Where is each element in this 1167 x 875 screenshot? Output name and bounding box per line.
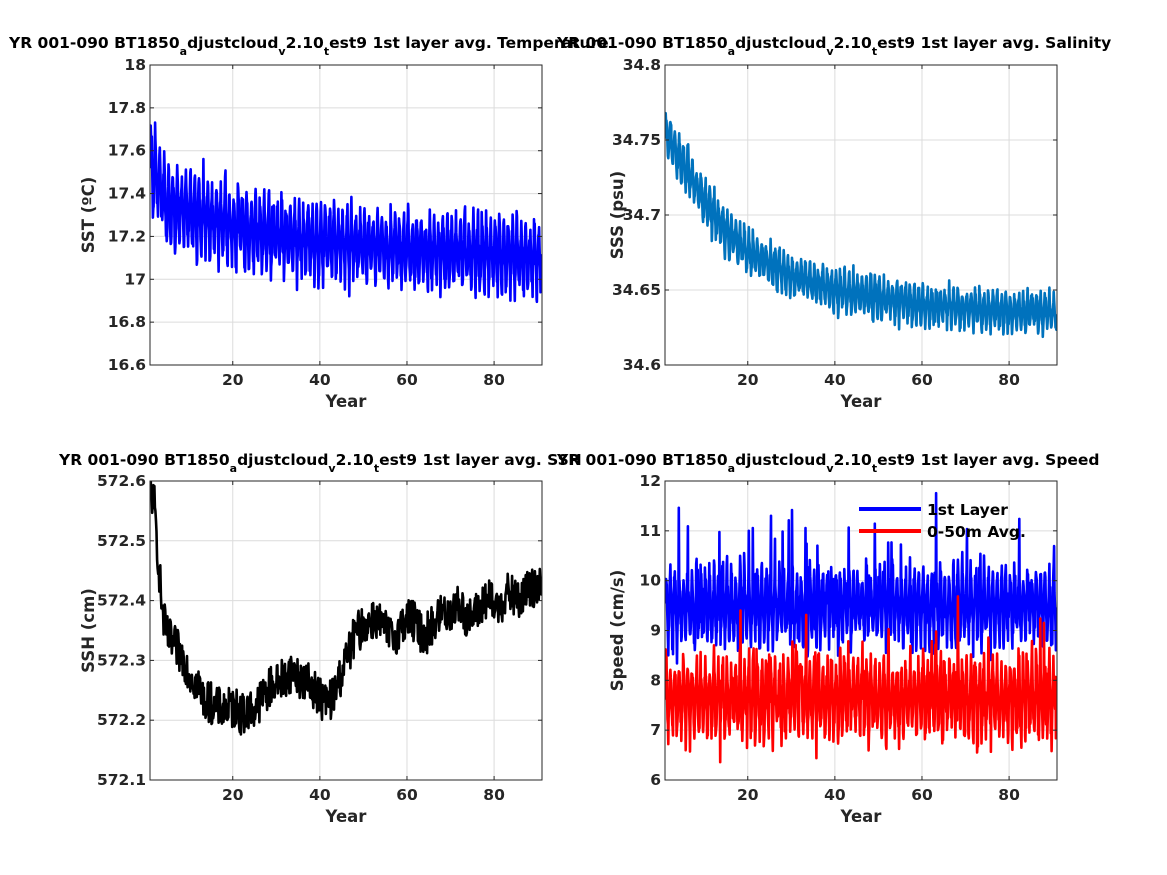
axes-box (149, 64, 543, 366)
plot-area (150, 481, 542, 780)
y-tick-label: 34.8 (623, 56, 661, 74)
y-tick-label: 16.8 (108, 313, 146, 331)
legend: 1st Layer 0-50m Avg. (859, 501, 1026, 541)
chart-panel-1: 20 40 60 80 16.6 16.8 17 17.2 17.4 17.6 17.8 18 Year… (8, 34, 609, 411)
x-tick-label: 80 (483, 371, 505, 389)
x-tick-label: 40 (824, 786, 846, 804)
y-axis-label: SSH (cm) (79, 588, 98, 673)
x-tick-label: 80 (998, 786, 1020, 804)
chart-title: YR 001-090 BT1850adjustcloudv2.10test9 1… (58, 451, 582, 475)
x-tick-label: 40 (309, 371, 331, 389)
series-line-1 (665, 491, 1057, 665)
y-tick-label: 34.65 (612, 281, 661, 299)
chart-panel-3: 20 40 60 80 572.1 572.2 572.3 572.4 572.5 572.6 Ye… (58, 451, 582, 826)
y-tick-label: 34.75 (612, 131, 661, 149)
chart-panel-2: 20 40 60 80 34.6 34.65 34.7 34.75 34.8 Year SSS (p… (556, 34, 1111, 411)
y-tick-label: 17 (124, 270, 146, 288)
y-tick-label: 17.2 (108, 227, 146, 245)
x-tick-label: 20 (737, 786, 759, 804)
x-tick-label: 20 (222, 371, 244, 389)
x-tick-label: 60 (396, 786, 418, 804)
y-axis-label: SSS (psu) (608, 171, 627, 259)
x-tick-label: 40 (824, 371, 846, 389)
y-tick-label: 572.3 (97, 651, 146, 669)
legend-label: 1st Layer (927, 501, 1008, 519)
x-tick-label: 40 (309, 786, 331, 804)
y-tick-label: 17.4 (108, 185, 146, 203)
x-axis-label: Year (840, 807, 883, 826)
y-tick-label: 17.6 (108, 142, 146, 160)
x-tick-label: 60 (911, 786, 933, 804)
chart-title: YR 001-090 BT1850adjustcloudv2.10test9 1… (556, 451, 1100, 475)
y-tick-label: 11 (639, 522, 661, 540)
chart-title: YR 001-090 BT1850adjustcloudv2.10test9 1… (8, 34, 609, 58)
y-tick-label: 572.4 (97, 592, 146, 610)
y-tick-label: 572.2 (97, 711, 146, 729)
x-tick-label: 60 (911, 371, 933, 389)
y-tick-label: 12 (639, 472, 661, 490)
x-axis-label: Year (325, 807, 368, 826)
legend-label: 0-50m Avg. (927, 523, 1026, 541)
series-line-1 (665, 111, 1057, 339)
y-axis-label: SST (ºC) (79, 177, 98, 254)
y-tick-label: 17.8 (108, 99, 146, 117)
x-axis-label: Year (840, 392, 883, 411)
x-tick-label: 80 (483, 786, 505, 804)
y-tick-label: 34.7 (623, 206, 661, 224)
y-tick-label: 572.6 (97, 472, 146, 490)
y-tick-label: 18 (124, 56, 146, 74)
y-tick-label: 572.1 (97, 771, 146, 789)
series-line-1 (150, 121, 542, 304)
x-tick-label: 20 (737, 371, 759, 389)
x-tick-label: 60 (396, 371, 418, 389)
x-tick-label: 80 (998, 371, 1020, 389)
y-tick-label: 9 (650, 622, 661, 640)
y-tick-label: 16.6 (108, 356, 146, 374)
y-tick-label: 34.6 (623, 356, 661, 374)
y-tick-label: 8 (650, 671, 661, 689)
series-line-2 (665, 595, 1057, 764)
y-tick-label: 572.5 (97, 532, 146, 550)
chart-title: YR 001-090 BT1850adjustcloudv2.10test9 1… (556, 34, 1111, 58)
y-tick-label: 10 (639, 572, 661, 590)
y-tick-label: 7 (650, 721, 661, 739)
y-axis-label: Speed (cm/s) (608, 570, 627, 692)
y-tick-label: 6 (650, 771, 661, 789)
chart-panel-4: 20 40 60 80 6 7 8 9 10 11 12 Year Speed (cm/s) YR 001… (556, 451, 1100, 826)
x-axis-label: Year (325, 392, 368, 411)
series-line-1 (150, 481, 542, 736)
x-tick-label: 20 (222, 786, 244, 804)
axes-box (149, 480, 543, 781)
